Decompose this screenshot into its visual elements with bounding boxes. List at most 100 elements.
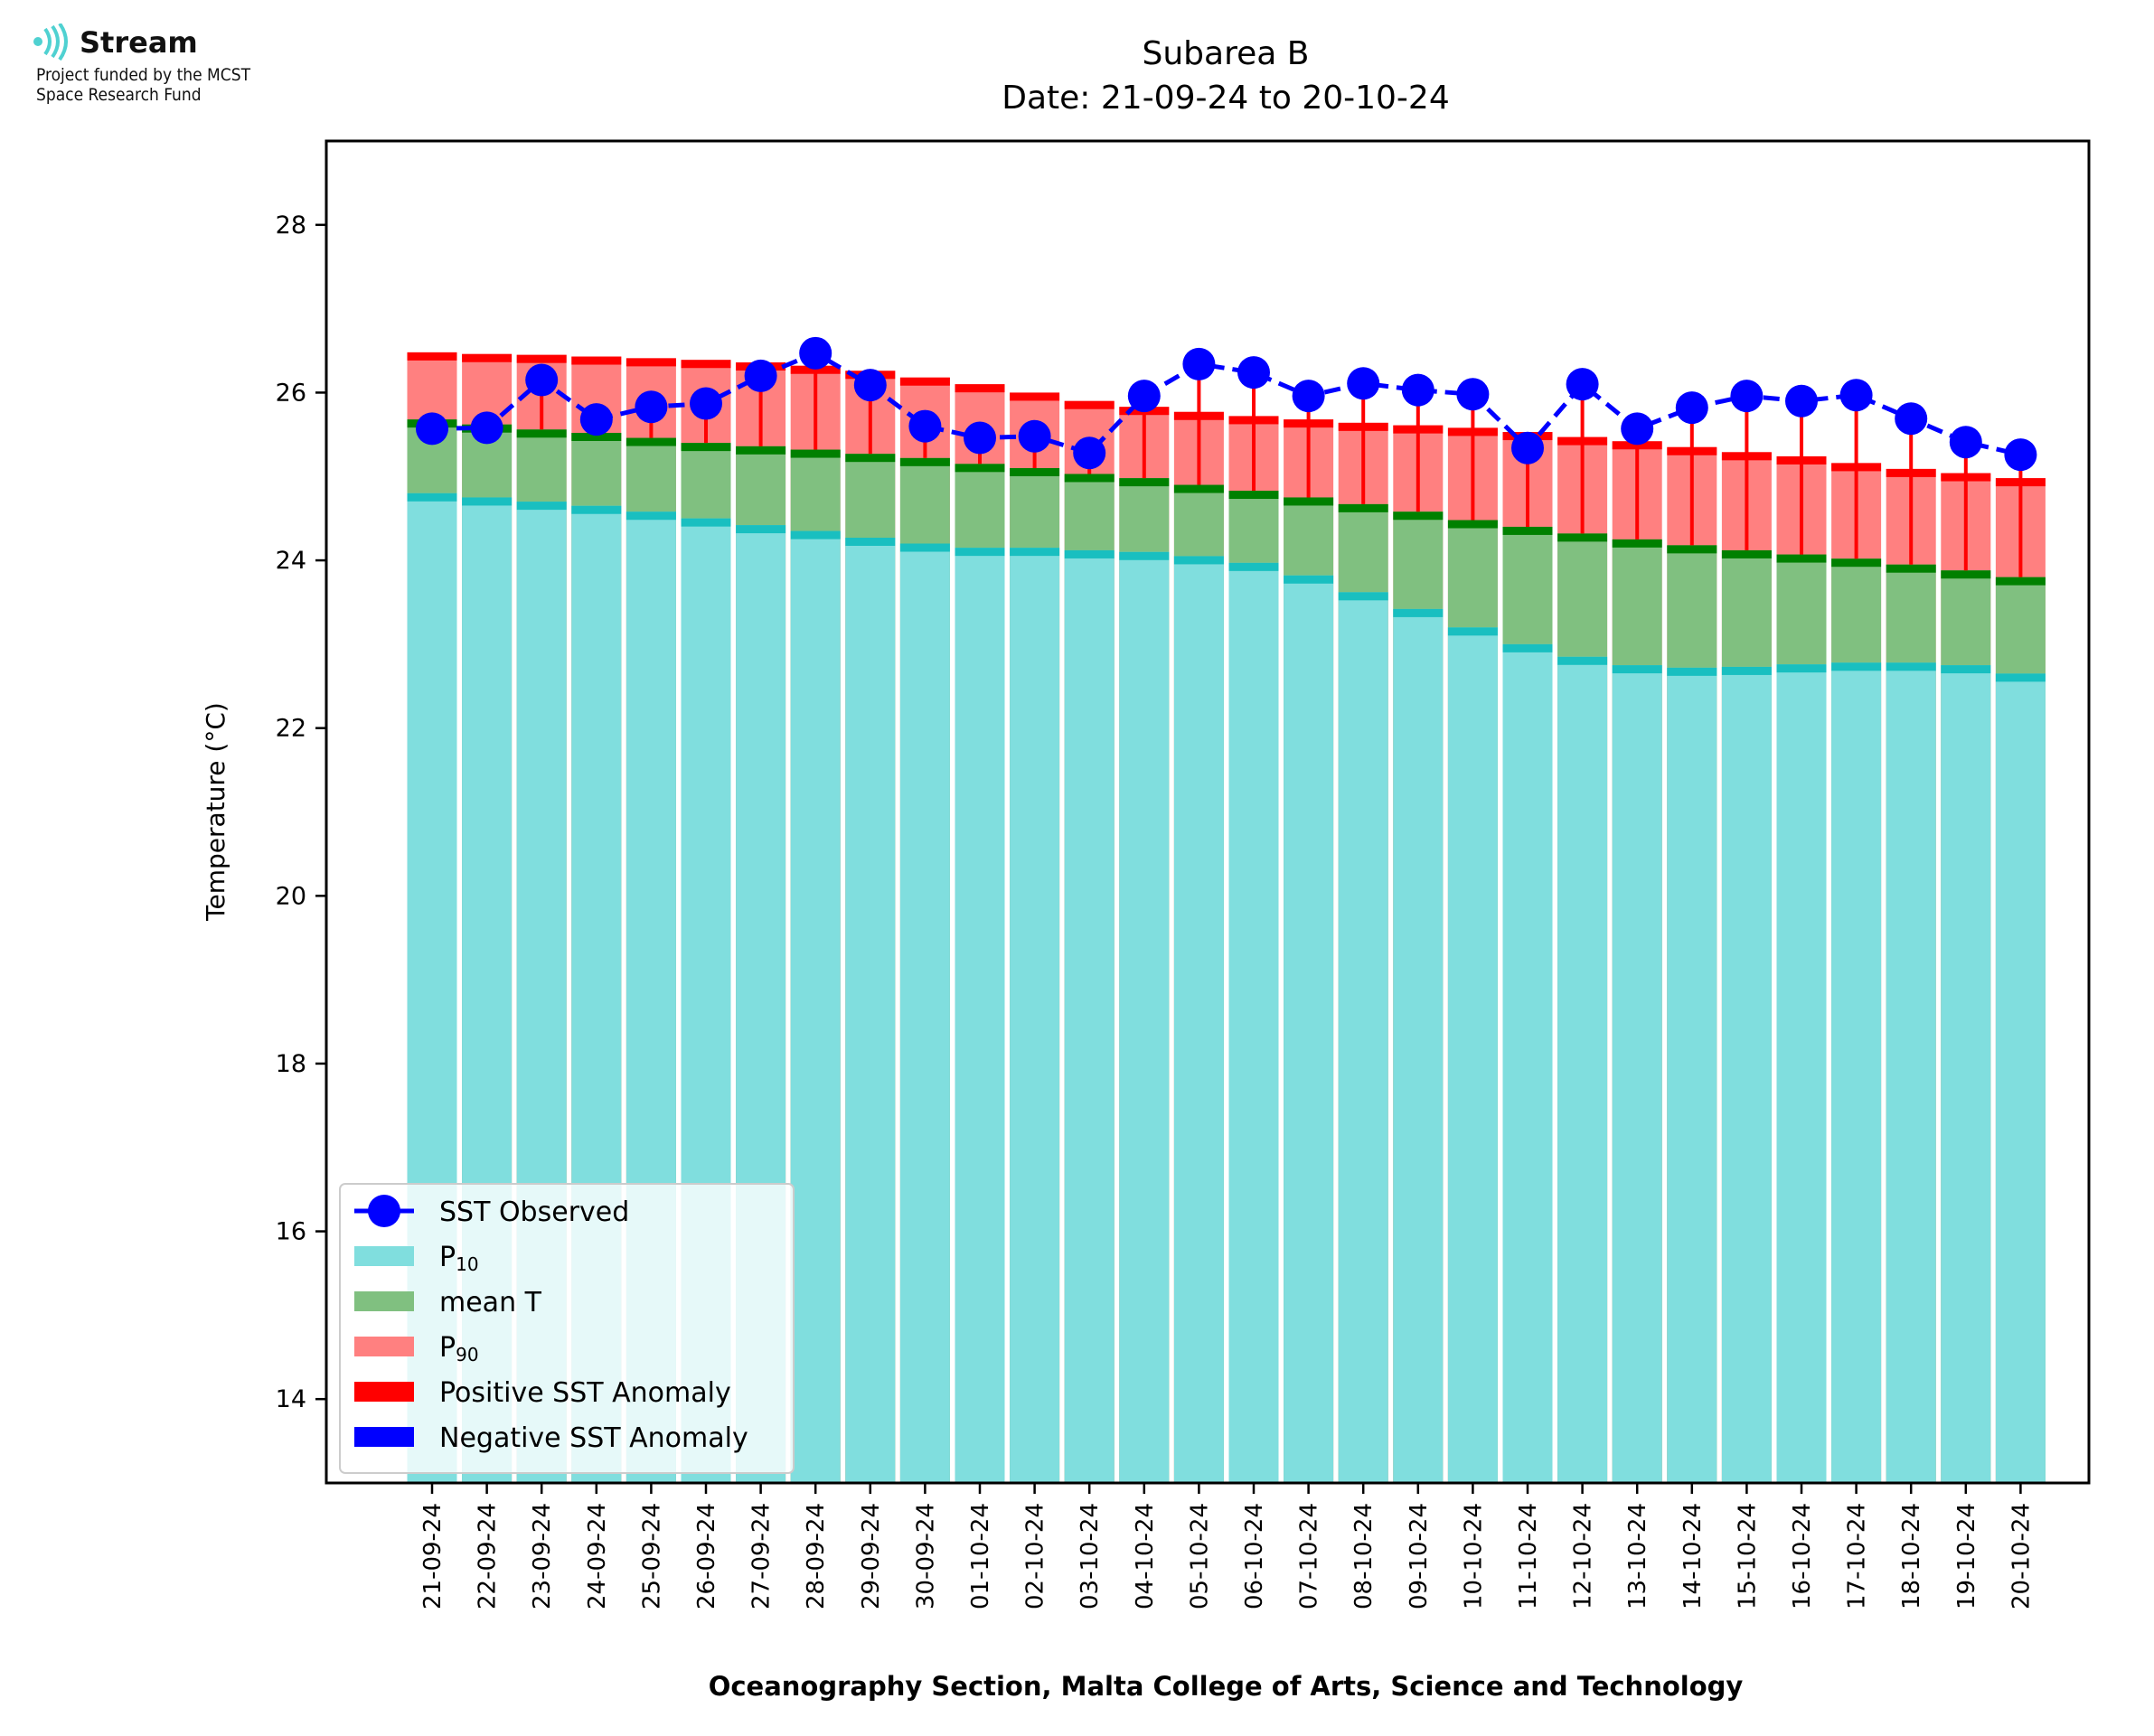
stream-waves-icon xyxy=(33,23,68,61)
p10-edge xyxy=(845,538,896,547)
observed-point xyxy=(470,411,503,445)
p90-edge xyxy=(571,356,622,365)
p90-edge xyxy=(899,377,950,386)
x-tick-label: 23-09-24 xyxy=(529,1503,556,1609)
p10-bar xyxy=(1612,665,1662,1483)
mean-edge xyxy=(1941,570,1991,579)
legend-box xyxy=(339,1183,795,1474)
p10-edge xyxy=(1886,662,1936,671)
p90-edge xyxy=(1010,392,1060,401)
observed-point xyxy=(1839,379,1873,412)
observed-point xyxy=(908,409,942,443)
mean-edge xyxy=(1776,554,1827,563)
y-tick-label: 26 xyxy=(276,379,306,407)
p10-edge xyxy=(1010,548,1060,557)
x-tick-label: 03-10-24 xyxy=(1077,1503,1104,1609)
observed-point xyxy=(1949,426,1982,459)
observed-point xyxy=(1182,347,1216,380)
x-tick-label: 12-10-24 xyxy=(1570,1503,1597,1609)
p10-edge xyxy=(736,525,786,534)
p90-edge xyxy=(626,358,676,367)
p90-edge xyxy=(407,352,457,361)
observed-point xyxy=(579,403,613,436)
mean-edge xyxy=(1119,478,1170,487)
legend-mean-swatch xyxy=(354,1291,414,1311)
p10-edge xyxy=(1502,643,1553,652)
x-tick-label: 21-09-24 xyxy=(419,1503,447,1609)
p10-bar xyxy=(1338,592,1388,1483)
legend-label: SST Observed xyxy=(439,1196,629,1228)
observed-point xyxy=(2004,438,2037,472)
p10-bar xyxy=(1667,667,1717,1483)
mean-edge xyxy=(1393,511,1444,521)
mean-edge xyxy=(626,437,676,446)
p10-bar xyxy=(790,530,841,1483)
mean-edge xyxy=(736,446,786,455)
p90-edge xyxy=(1064,400,1115,409)
p10-edge xyxy=(516,502,567,511)
y-tick-label: 22 xyxy=(276,715,306,743)
x-tick-label: 10-10-24 xyxy=(1460,1503,1487,1609)
y-tick-label: 28 xyxy=(276,211,306,239)
p10-edge xyxy=(1941,665,1991,674)
y-axis-label: Temperature (°C) xyxy=(201,702,230,922)
observed-point xyxy=(744,359,777,392)
p10-edge xyxy=(571,505,622,514)
observed-point xyxy=(1456,378,1490,411)
p10-edge xyxy=(681,518,731,527)
p90-edge xyxy=(955,384,1005,393)
p10-edge xyxy=(1776,664,1827,673)
p10-bar xyxy=(955,548,1005,1483)
x-tick-label: 27-09-24 xyxy=(748,1503,776,1609)
mean-edge xyxy=(1228,491,1279,500)
x-axis-label: Oceanography Section, Malta College of A… xyxy=(709,1671,1744,1702)
mean-edge xyxy=(790,449,841,458)
mean-edge xyxy=(1010,467,1060,476)
p10-bar xyxy=(899,543,950,1483)
mean-edge xyxy=(1064,474,1115,483)
mean-edge xyxy=(1338,503,1388,512)
logo-funding-line-1: Project funded by the MCST xyxy=(36,65,251,85)
observed-point xyxy=(525,363,559,397)
p10-bar xyxy=(1941,665,1991,1483)
x-tick-label: 29-09-24 xyxy=(858,1503,885,1609)
observed-point xyxy=(1018,419,1051,453)
p10-bar xyxy=(1995,673,2046,1483)
mean-edge xyxy=(1831,558,1882,568)
observed-point xyxy=(1566,368,1599,401)
observed-point xyxy=(1127,380,1161,413)
observed-point xyxy=(1621,412,1654,446)
x-tick-label: 24-09-24 xyxy=(584,1503,611,1609)
x-tick-label: 25-09-24 xyxy=(638,1503,665,1609)
mean-edge xyxy=(1502,526,1553,535)
x-axis: 21-09-24 22-09-24 23-09-24 24-09-24 25-09-24… xyxy=(419,1483,2035,1609)
mean-edge xyxy=(1173,484,1224,493)
x-tick-label: 30-09-24 xyxy=(912,1503,939,1609)
chart-title: Subarea B xyxy=(1143,35,1310,72)
y-tick-label: 20 xyxy=(276,882,306,910)
observed-point xyxy=(1675,391,1708,425)
logo-name: Stream xyxy=(80,25,198,60)
observed-point xyxy=(1237,356,1270,389)
observed-point xyxy=(1511,431,1544,464)
mean-edge xyxy=(516,429,567,438)
p10-bar xyxy=(1393,608,1444,1483)
observed-point xyxy=(1401,373,1434,407)
p10-edge xyxy=(462,497,513,506)
p10-edge xyxy=(790,530,841,540)
y-tick-label: 14 xyxy=(276,1385,306,1413)
legend-label: mean T xyxy=(439,1287,542,1318)
observed-point xyxy=(1895,402,1928,436)
x-tick-label: 01-10-24 xyxy=(967,1503,994,1609)
legend-p90-swatch xyxy=(354,1337,414,1356)
mean-edge xyxy=(1557,533,1608,542)
observed-point xyxy=(853,369,887,402)
observed-point xyxy=(1785,384,1818,418)
legend-positive-swatch xyxy=(354,1382,414,1402)
p10-edge xyxy=(1338,592,1388,601)
mean-edge xyxy=(1886,564,1936,573)
mean-edge xyxy=(1995,577,2046,586)
legend-observed-marker xyxy=(368,1195,400,1227)
